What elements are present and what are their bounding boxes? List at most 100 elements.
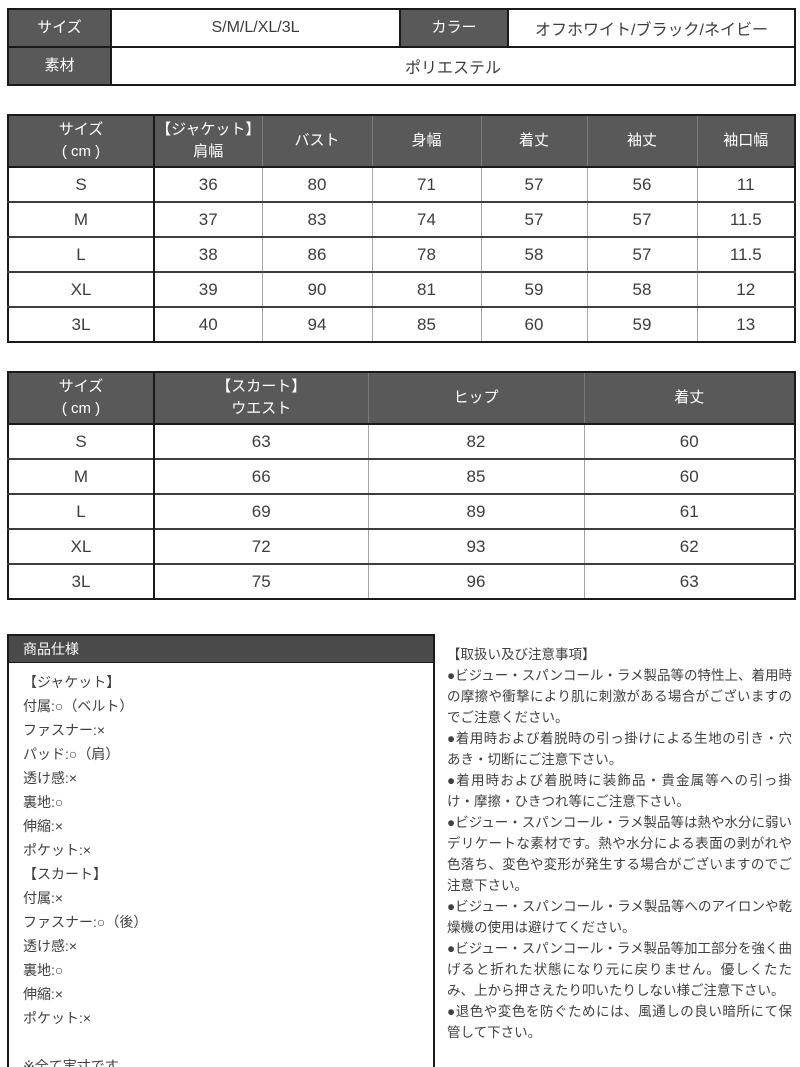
info-material-value: ポリエステル [110,46,796,86]
skirt-m-length: 60 [583,458,795,494]
handling-notes-heading: 【取扱い及び注意事項】 [447,647,596,662]
skirt-l-hip: 89 [367,493,584,529]
jacket-row-xl: XL 39 90 81 59 58 12 [7,271,795,307]
spec-jacket-line: 裏地:○ [23,794,64,810]
handling-note: ●ビジュー・スパンコール・ラメ製品等加工部分を強く曲げると折れた状態になり元に戻… [447,941,792,998]
skirt-xl-hip: 93 [367,528,584,564]
skirt-size-s: S [7,423,155,459]
jacket-3l-width: 85 [371,306,481,342]
spec-box-title: 商品仕様 [9,636,433,663]
jacket-xl-width: 81 [371,271,481,307]
spec-skirt-line: ポケット:× [23,1010,92,1026]
spec-jacket-line: ポケット:× [23,842,92,858]
jacket-s-length: 57 [480,166,587,202]
skirt-3l-waist: 75 [153,563,368,599]
skirt-size-3l: 3L [7,563,155,599]
skirt-m-hip: 85 [367,458,584,494]
jacket-3l-cuff: 13 [696,306,795,342]
jacket-header-row: サイズ ( cm ) 【ジャケット】 肩幅 バスト 身幅 着丈 袖丈 袖口幅 [7,115,795,168]
jacket-size-l: L [7,236,155,272]
info-material-label: 素材 [7,46,112,86]
jacket-xl-shoulder: 39 [153,271,262,307]
jacket-xl-length: 59 [480,271,587,307]
skirt-m-waist: 66 [153,458,368,494]
jacket-3l-shoulder: 40 [153,306,262,342]
jacket-l-cuff: 11.5 [696,236,795,272]
skirt-l-waist: 69 [153,493,368,529]
jacket-row-m: M 37 83 74 57 57 11.5 [7,201,795,237]
info-color-label: カラー [399,8,509,48]
spec-jacket-line: 伸縮:× [23,818,64,834]
handling-note: ●ビジュー・スパンコール・ラメ製品等へのアイロンや乾燥機の使用は避けてください。 [447,899,792,935]
jacket-xl-cuff: 12 [696,271,795,307]
jacket-l-length: 58 [480,236,587,272]
jacket-header-size: サイズ ( cm ) [7,115,155,168]
skirt-header-length: 着丈 [583,372,795,425]
jacket-s-bust: 80 [261,166,372,202]
jacket-3l-bust: 94 [261,306,372,342]
jacket-l-width: 78 [371,236,481,272]
jacket-size-m: M [7,201,155,237]
skirt-size-m: M [7,458,155,494]
jacket-size-s: S [7,166,155,202]
info-row-size-color: サイズ S/M/L/XL/3L カラー オフホワイト/ブラック/ネイビー [7,8,796,48]
jacket-header-shoulder: 【ジャケット】 肩幅 [153,115,262,168]
jacket-size-xl: XL [7,271,155,307]
jacket-xl-bust: 90 [261,271,372,307]
skirt-l-length: 61 [583,493,795,529]
spec-skirt-line: ファスナー:○（後） [23,914,148,930]
skirt-row-l: L 69 89 61 [7,493,795,529]
jacket-s-width: 71 [371,166,481,202]
jacket-s-shoulder: 36 [153,166,262,202]
jacket-size-3l: 3L [7,306,155,342]
jacket-m-length: 57 [480,201,587,237]
jacket-header-length: 着丈 [480,115,587,168]
jacket-m-shoulder: 37 [153,201,262,237]
jacket-xl-sleeve: 58 [586,271,697,307]
handling-note: ●ビジュー・スパンコール・ラメ製品等は熱や水分に弱いデリケートな素材です。熱や水… [447,815,792,893]
spec-jacket-line: ファスナー:× [23,722,106,738]
skirt-row-3l: 3L 75 96 63 [7,563,795,599]
skirt-xl-waist: 72 [153,528,368,564]
jacket-header-width: 身幅 [371,115,481,168]
skirt-header-waist: 【スカート】 ウエスト [153,372,368,425]
jacket-header-bust: バスト [261,115,372,168]
jacket-s-cuff: 11 [696,166,795,202]
product-spec-box: 商品仕様 【ジャケット】 付属:○（ベルト） ファスナー:× パッド:○（肩） … [7,634,435,1067]
spec-jacket-heading: 【ジャケット】 [23,674,121,690]
jacket-header-sleeve: 袖丈 [586,115,697,168]
spec-skirt-line: 伸縮:× [23,986,64,1002]
bottom-section: 商品仕様 【ジャケット】 付属:○（ベルト） ファスナー:× パッド:○（肩） … [7,634,793,1067]
skirt-size-table: サイズ ( cm ) 【スカート】 ウエスト ヒップ 着丈 S 63 82 60… [7,371,796,600]
skirt-s-length: 60 [583,423,795,459]
jacket-header-cuff: 袖口幅 [696,115,795,168]
spec-skirt-heading: 【スカート】 [23,866,107,882]
info-size-label: サイズ [7,8,112,48]
skirt-size-l: L [7,493,155,529]
handling-note: ●ビジュー・スパンコール・ラメ製品等の特性上、着用時の摩擦や衝撃により肌に刺激が… [447,668,792,725]
spec-jacket-line: パッド:○（肩） [23,746,120,762]
jacket-size-table: サイズ ( cm ) 【ジャケット】 肩幅 バスト 身幅 着丈 袖丈 袖口幅 S… [7,114,796,343]
jacket-row-3l: 3L 40 94 85 60 59 13 [7,306,795,342]
info-color-value: オフホワイト/ブラック/ネイビー [507,8,796,48]
skirt-3l-hip: 96 [367,563,584,599]
jacket-3l-length: 60 [480,306,587,342]
skirt-header-size: サイズ ( cm ) [7,372,155,425]
info-row-material: 素材 ポリエステル [7,46,796,86]
info-size-value: S/M/L/XL/3L [110,8,401,48]
skirt-header-hip: ヒップ [367,372,584,425]
jacket-3l-sleeve: 59 [586,306,697,342]
skirt-row-xl: XL 72 93 62 [7,528,795,564]
jacket-m-width: 74 [371,201,481,237]
jacket-l-bust: 86 [261,236,372,272]
jacket-l-shoulder: 38 [153,236,262,272]
handling-notes: 【取扱い及び注意事項】 ●ビジュー・スパンコール・ラメ製品等の特性上、着用時の摩… [447,634,792,1043]
handling-note: ●退色や変色を防ぐためには、風通しの良い暗所にて保管して下さい。 [447,1004,792,1040]
jacket-l-sleeve: 57 [586,236,697,272]
jacket-row-l: L 38 86 78 58 57 11.5 [7,236,795,272]
jacket-m-cuff: 11.5 [696,201,795,237]
skirt-xl-length: 62 [583,528,795,564]
skirt-row-s: S 63 82 60 [7,423,795,459]
skirt-s-waist: 63 [153,423,368,459]
product-info-table: サイズ S/M/L/XL/3L カラー オフホワイト/ブラック/ネイビー 素材 … [7,8,796,86]
